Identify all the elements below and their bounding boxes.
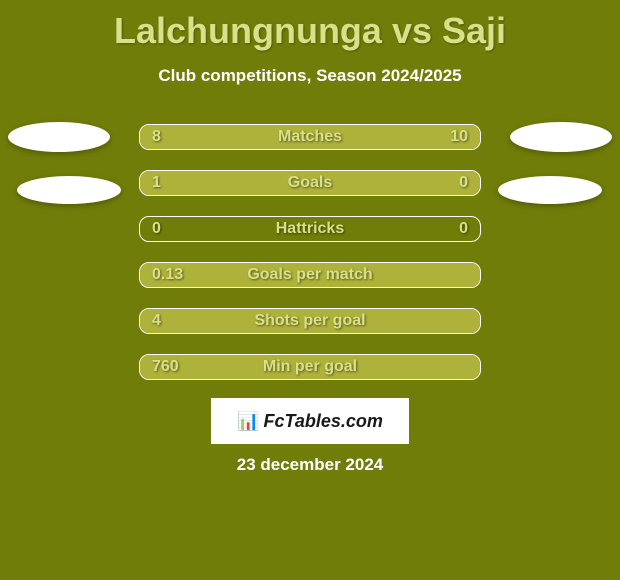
chart-icon: 📊 [237, 411, 259, 432]
stat-row-matches: 8 Matches 10 [139, 124, 481, 150]
player-left-oval-1 [8, 122, 110, 152]
stat-row-shots-per-goal: 4 Shots per goal [139, 308, 481, 334]
stat-right-value: 10 [450, 128, 468, 146]
stats-bars: 8 Matches 10 1 Goals 0 0 Hattricks 0 0.1… [139, 124, 481, 400]
date-text: 23 december 2024 [0, 455, 620, 475]
stat-row-goals: 1 Goals 0 [139, 170, 481, 196]
stat-label: Min per goal [140, 358, 480, 376]
stat-label: Hattricks [140, 220, 480, 238]
player-left-oval-2 [17, 176, 121, 204]
stat-label: Goals [140, 174, 480, 192]
page-title: Lalchungnunga vs Saji [0, 0, 620, 52]
stat-right-value: 0 [459, 174, 468, 192]
logo-box: 📊FcTables.com [211, 398, 409, 444]
stat-label: Matches [140, 128, 480, 146]
logo-label: FcTables.com [264, 411, 383, 431]
stat-row-hattricks: 0 Hattricks 0 [139, 216, 481, 242]
logo-text: 📊FcTables.com [237, 411, 383, 432]
stat-label: Goals per match [140, 266, 480, 284]
player-right-oval-2 [498, 176, 602, 204]
player-right-oval-1 [510, 122, 612, 152]
subtitle: Club competitions, Season 2024/2025 [0, 66, 620, 86]
stat-row-min-per-goal: 760 Min per goal [139, 354, 481, 380]
stat-row-goals-per-match: 0.13 Goals per match [139, 262, 481, 288]
stat-label: Shots per goal [140, 312, 480, 330]
stat-right-value: 0 [459, 220, 468, 238]
